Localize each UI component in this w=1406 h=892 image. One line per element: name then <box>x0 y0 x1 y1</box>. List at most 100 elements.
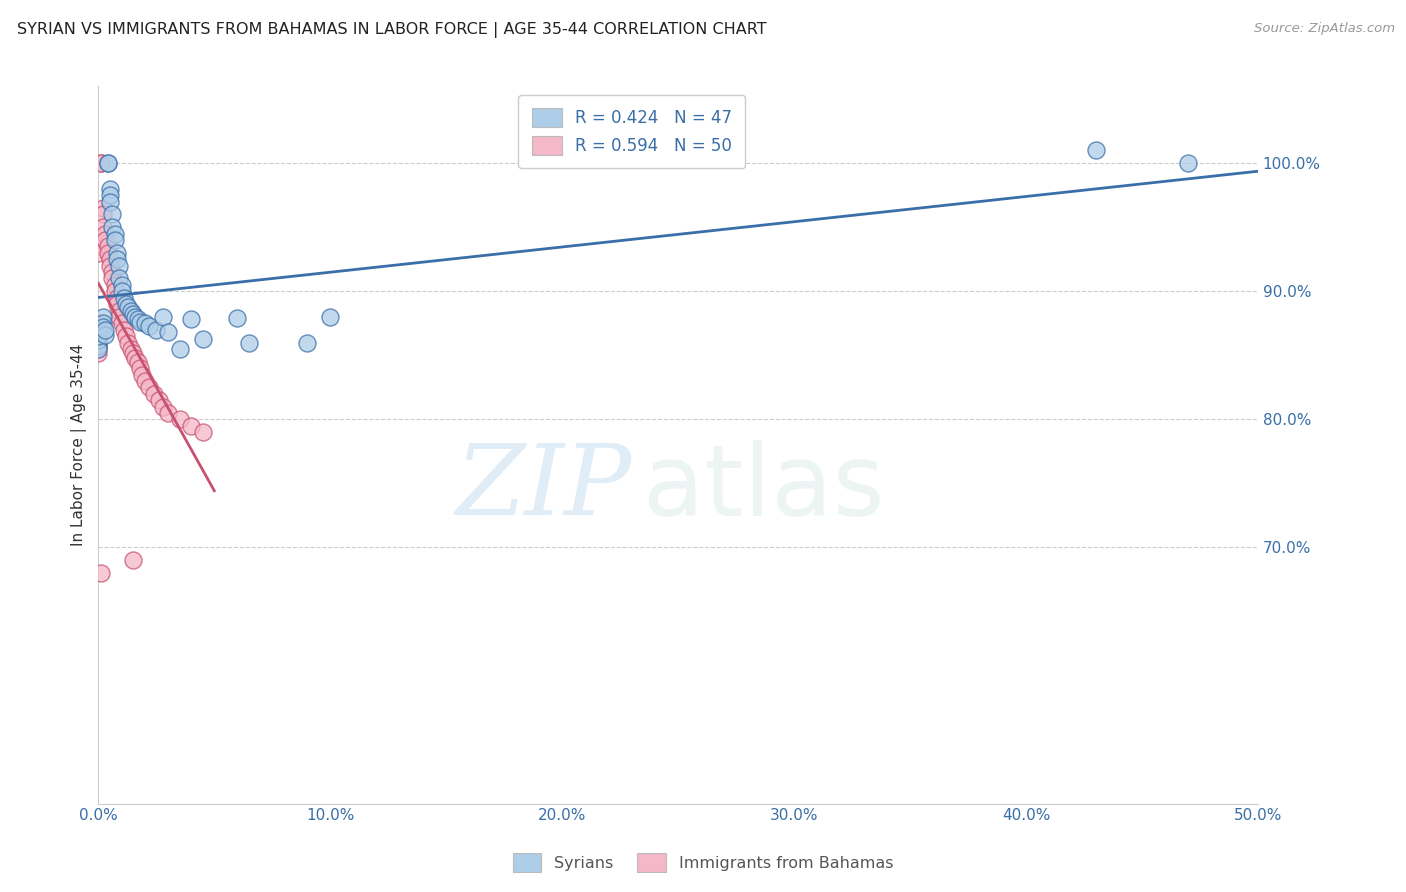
Point <box>87 326 110 340</box>
Point <box>98 259 121 273</box>
Point <box>91 310 114 324</box>
Point <box>91 201 114 215</box>
Point <box>94 327 117 342</box>
Point <box>97 239 120 253</box>
Point <box>94 233 117 247</box>
Point <box>94 227 117 241</box>
Point <box>115 329 138 343</box>
Point <box>105 252 128 267</box>
Text: ZIP: ZIP <box>456 441 631 536</box>
Point <box>91 316 114 330</box>
Point <box>108 310 131 324</box>
Point <box>90 156 112 170</box>
Point <box>127 355 149 369</box>
Point <box>122 345 145 359</box>
Point <box>98 194 121 209</box>
Point <box>87 338 110 352</box>
Point <box>91 220 114 235</box>
Point <box>98 188 121 202</box>
Point <box>108 271 131 285</box>
Point <box>238 335 260 350</box>
Point <box>103 233 125 247</box>
Point <box>87 339 110 353</box>
Point <box>97 156 120 170</box>
Point <box>117 335 139 350</box>
Point <box>152 400 174 414</box>
Point <box>103 277 125 292</box>
Point <box>94 323 117 337</box>
Point <box>134 374 156 388</box>
Point <box>110 285 132 299</box>
Point <box>226 311 249 326</box>
Point <box>87 316 110 330</box>
Y-axis label: In Labor Force | Age 35-44: In Labor Force | Age 35-44 <box>72 343 87 546</box>
Point <box>152 310 174 324</box>
Point <box>180 312 202 326</box>
Point <box>108 259 131 273</box>
Point <box>87 333 110 347</box>
Point <box>169 342 191 356</box>
Point <box>180 418 202 433</box>
Point <box>87 332 110 346</box>
Point <box>105 297 128 311</box>
Point <box>138 380 160 394</box>
Point <box>115 297 138 311</box>
Point <box>129 361 152 376</box>
Point <box>112 291 135 305</box>
Point <box>134 316 156 330</box>
Point <box>131 368 153 382</box>
Point <box>124 351 146 365</box>
Point <box>156 326 179 340</box>
Point <box>90 566 112 580</box>
Point <box>191 425 214 440</box>
Point <box>169 412 191 426</box>
Point <box>120 342 142 356</box>
Point <box>98 182 121 196</box>
Point <box>87 342 110 356</box>
Point <box>91 320 114 334</box>
Point <box>156 406 179 420</box>
Point <box>110 277 132 292</box>
Point <box>90 156 112 170</box>
Point <box>191 332 214 346</box>
Point <box>112 323 135 337</box>
Point <box>101 271 124 285</box>
Point <box>87 239 110 253</box>
Point <box>122 553 145 567</box>
Point <box>105 245 128 260</box>
Point <box>145 323 167 337</box>
Point <box>91 207 114 221</box>
Point <box>110 316 132 330</box>
Point <box>129 315 152 329</box>
Point <box>87 329 110 343</box>
Point <box>124 310 146 324</box>
Point <box>148 393 170 408</box>
Point <box>87 245 110 260</box>
Point <box>101 220 124 235</box>
Text: SYRIAN VS IMMIGRANTS FROM BAHAMAS IN LABOR FORCE | AGE 35-44 CORRELATION CHART: SYRIAN VS IMMIGRANTS FROM BAHAMAS IN LAB… <box>17 22 766 38</box>
Legend: R = 0.424   N = 47, R = 0.594   N = 50: R = 0.424 N = 47, R = 0.594 N = 50 <box>519 95 745 169</box>
Point <box>98 252 121 267</box>
Point <box>103 285 125 299</box>
Text: Source: ZipAtlas.com: Source: ZipAtlas.com <box>1254 22 1395 36</box>
Point <box>108 303 131 318</box>
Point <box>87 345 110 359</box>
Point <box>120 303 142 318</box>
Point <box>101 207 124 221</box>
Text: atlas: atlas <box>644 440 884 536</box>
Point <box>295 335 318 350</box>
Point <box>87 323 110 337</box>
Point <box>319 310 342 324</box>
Point <box>97 156 120 170</box>
Point <box>97 245 120 260</box>
Point <box>87 338 110 352</box>
Point <box>117 300 139 314</box>
Point <box>105 291 128 305</box>
Point <box>143 386 166 401</box>
Point <box>87 342 110 356</box>
Point <box>103 227 125 241</box>
Point <box>138 318 160 333</box>
Point <box>1084 144 1107 158</box>
Point <box>122 307 145 321</box>
Point <box>87 323 110 337</box>
